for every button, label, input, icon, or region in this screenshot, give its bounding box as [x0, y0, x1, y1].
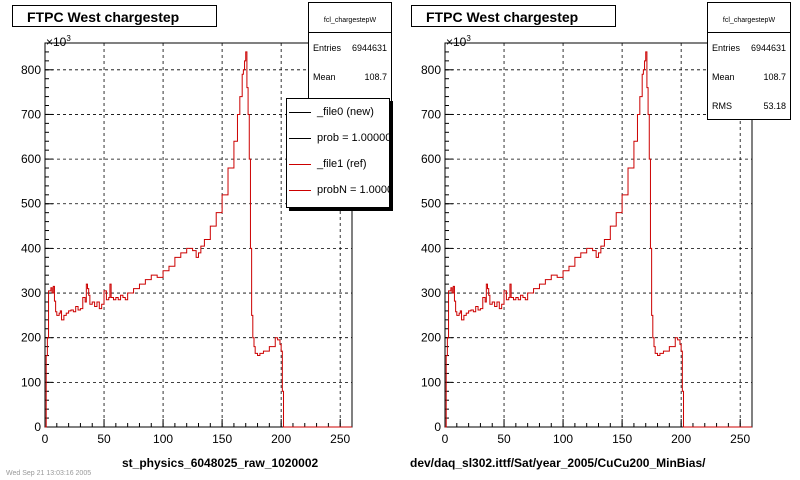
- x-tick-label: 50: [497, 432, 511, 446]
- y-tick-label: 200: [21, 331, 41, 345]
- x-tick-label: 250: [330, 432, 350, 446]
- y-tick-label: 400: [21, 241, 41, 255]
- y-tick-label: 0: [434, 420, 441, 434]
- y-tick-label: 600: [21, 152, 41, 166]
- y-tick-label: 100: [21, 375, 41, 389]
- x-tick-label: 150: [612, 432, 632, 446]
- axis-multiplier-exponent: 3: [466, 34, 471, 43]
- y-tick-label: 700: [21, 107, 41, 121]
- y-tick-label: 700: [421, 107, 441, 121]
- axis-multiplier: ×103: [46, 34, 71, 49]
- x-tick-label: 100: [553, 432, 573, 446]
- stats-entries-label: Entries: [313, 42, 342, 53]
- y-tick-label: 600: [421, 152, 441, 166]
- stats-name: fcl_chargestepW: [708, 3, 790, 33]
- stats-name: fcl_chargestepW: [309, 3, 391, 33]
- x-tick-label: 0: [442, 432, 449, 446]
- y-tick-label: 300: [421, 286, 441, 300]
- stats-entries: Entries 6944631: [708, 33, 790, 62]
- axis-multiplier: ×103: [446, 34, 471, 49]
- legend-entry: prob = 1.000000: [287, 125, 389, 151]
- chart-panel-left: 0 50 100 150 200 250 0 100 200 300 400 500 600 700 800…: [12, 2, 392, 470]
- stats-box: fcl_chargestepW Entries 6944631 Mean 108…: [707, 2, 791, 120]
- stats-entries-value: 6944631: [351, 42, 387, 53]
- x-tick-label: 250: [730, 432, 750, 446]
- stats-mean: Mean 108.7: [309, 62, 391, 91]
- stats-box: fcl_chargestepW Entries 6944631 Mean 108…: [308, 2, 392, 102]
- y-tick-label: 400: [421, 241, 441, 255]
- series-line: [445, 51, 752, 428]
- legend: _file0 (new) prob = 1.000000 _file1 (ref…: [286, 98, 390, 208]
- x-axis-label: dev/daq_sl302.ittf/Sat/year_2005/CuCu200…: [410, 456, 706, 470]
- legend-entry: _file0 (new): [287, 99, 389, 125]
- stats-entries-label: Entries: [712, 42, 741, 53]
- y-tick-label: 800: [21, 63, 41, 77]
- stats-mean-label: Mean: [712, 71, 735, 82]
- y-tick-label: 500: [21, 197, 41, 211]
- x-tick-label: 200: [671, 432, 691, 446]
- legend-label: probN = 1.000000: [317, 184, 389, 196]
- chart-title: FTPC West chargestep: [411, 5, 616, 27]
- stats-mean-value: 108.7: [364, 71, 387, 82]
- legend-entry: _file1 (ref): [287, 151, 389, 177]
- legend-swatch: [289, 111, 311, 113]
- x-tick-label: 100: [153, 432, 173, 446]
- chart-title: FTPC West chargestep: [12, 5, 217, 27]
- stats-rms-label: RMS: [712, 100, 732, 111]
- series-line: [45, 51, 352, 428]
- y-tick-label: 500: [421, 197, 441, 211]
- stats-entries: Entries 6944631: [309, 33, 391, 62]
- legend-swatch: [289, 189, 311, 191]
- axis-multiplier-base: ×10: [46, 35, 67, 49]
- legend-swatch: [289, 137, 311, 139]
- chart-panel-right: 0 50 100 150 200 250 0 100 200 300 400 500 600 700 800…: [400, 0, 800, 480]
- axis-multiplier-exponent: 3: [66, 34, 71, 43]
- x-tick-label: 50: [97, 432, 111, 446]
- plot-frame: [444, 42, 753, 428]
- stats-mean-label: Mean: [313, 71, 336, 82]
- x-axis-label: st_physics_6048025_raw_1020002: [122, 456, 319, 470]
- legend-label: _file0 (new): [317, 106, 374, 118]
- stats-mean: Mean 108.7: [708, 62, 790, 91]
- x-tick-label: 0: [42, 432, 49, 446]
- stats-mean-value: 108.7: [763, 71, 786, 82]
- y-tick-label: 300: [21, 286, 41, 300]
- y-tick-label: 100: [421, 375, 441, 389]
- stats-rms: RMS 53.18: [708, 91, 790, 120]
- stats-rms-value: 53.18: [763, 100, 786, 111]
- chart-svg-right: 0 50 100 150 200 250 0 100 200 300 400 500 600 700 800: [421, 42, 753, 446]
- legend-entry: probN = 1.000000: [287, 177, 389, 203]
- y-tick-label: 200: [421, 331, 441, 345]
- footer-timestamp: Wed Sep 21 13:03:16 2005: [6, 470, 92, 477]
- axis-multiplier-base: ×10: [446, 35, 467, 49]
- y-tick-label: 0: [34, 420, 41, 434]
- x-tick-label: 200: [271, 432, 291, 446]
- stats-entries-value: 6944631: [750, 42, 786, 53]
- legend-label: prob = 1.000000: [317, 132, 390, 144]
- legend-label: _file1 (ref): [317, 158, 367, 170]
- x-tick-label: 150: [212, 432, 232, 446]
- y-tick-label: 800: [421, 63, 441, 77]
- legend-swatch: [289, 163, 311, 165]
